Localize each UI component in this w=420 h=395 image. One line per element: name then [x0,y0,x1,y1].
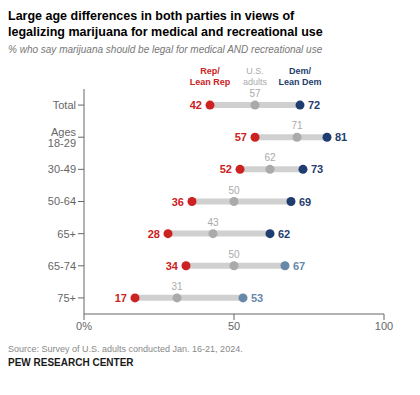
html-text:Large age differences in both: Large age differences in both parties in… [8,9,323,39]
svg-text:53: 53 [251,292,263,304]
svg-text:17: 17 [115,292,127,304]
svg-text:57: 57 [235,131,247,143]
svg-text:34: 34 [166,260,179,272]
svg-text:42: 42 [190,99,202,111]
svg-text:U.S.adults: U.S.adults [243,66,268,87]
html-text:Source: Survey of U.S. adults: Source: Survey of U.S. adults conducted … [8,344,243,354]
svg-text:73: 73 [311,163,323,175]
svg-text:50: 50 [228,185,240,196]
svg-text:Total: Total [53,99,76,111]
svg-text:71: 71 [291,120,303,131]
svg-text:Ages18-29: Ages18-29 [48,126,77,149]
svg-text:65-74: 65-74 [48,260,76,272]
svg-text:31: 31 [171,281,183,292]
svg-text:72: 72 [308,99,320,111]
svg-text:Dem/Lean Dem: Dem/Lean Dem [278,66,321,87]
svg-text:81: 81 [335,131,347,143]
svg-text:28: 28 [148,228,160,240]
svg-text:62: 62 [264,152,276,163]
svg-text:0%: 0% [76,320,92,332]
svg-text:100: 100 [375,320,393,332]
svg-text:69: 69 [299,196,311,208]
svg-text:65+: 65+ [57,228,76,240]
svg-text:Rep/Lean Rep: Rep/Lean Rep [190,66,231,87]
html-text:% who say marijuana should be: % who say marijuana should be legal for … [8,44,323,55]
svg-text:30-49: 30-49 [48,163,76,175]
svg-text:50: 50 [228,249,240,260]
svg-text:43: 43 [207,217,219,228]
svg-text:75+: 75+ [57,292,76,304]
svg-text:52: 52 [220,163,232,175]
svg-text:57: 57 [249,88,261,99]
svg-text:50: 50 [228,320,240,332]
svg-text:36: 36 [172,196,184,208]
svg-text:50-64: 50-64 [48,195,76,207]
svg-text:62: 62 [278,228,290,240]
html-text:PEW RESEARCH CENTER: PEW RESEARCH CENTER [8,357,134,368]
svg-text:67: 67 [293,260,305,272]
